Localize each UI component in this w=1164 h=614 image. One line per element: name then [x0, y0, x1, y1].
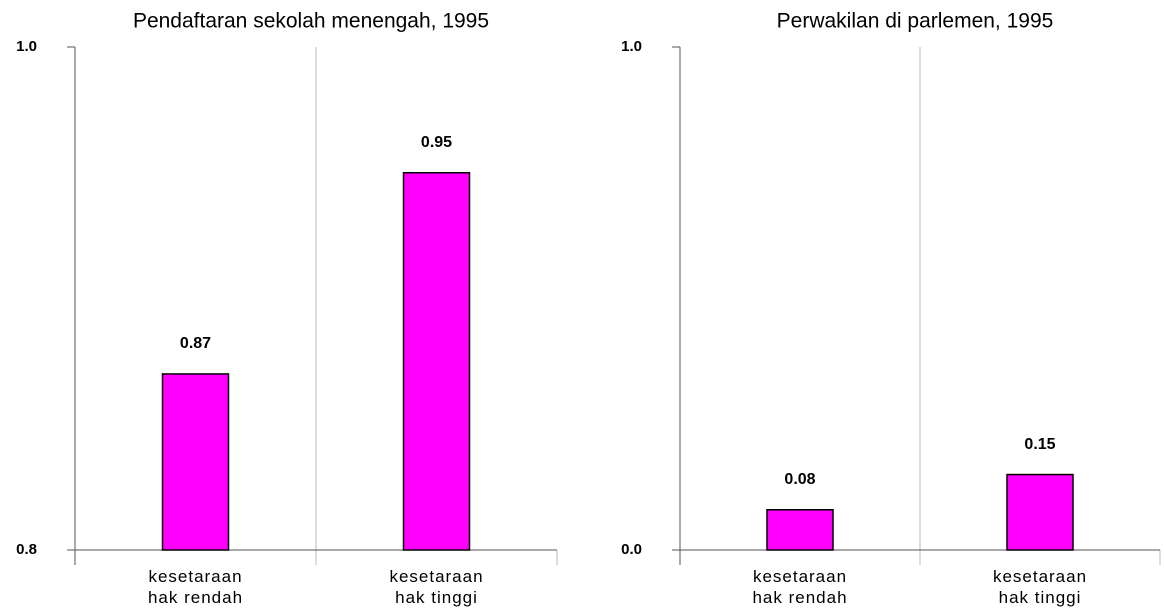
y-tick-label: 0.8	[16, 541, 37, 558]
y-tick-label: 1.0	[16, 38, 37, 55]
value-label: 0.15	[1024, 436, 1055, 453]
x-tick-label: kesetaraan hak tinggi	[992, 567, 1088, 607]
chart-title: Perwakilan di parlemen, 1995	[777, 10, 1054, 33]
x-tick-label: kesetaraan hak tinggi	[389, 567, 484, 607]
value-label: 0.87	[180, 335, 211, 352]
bar	[161, 373, 230, 551]
y-tick-label: 0.0	[621, 541, 642, 558]
bar	[1006, 473, 1074, 551]
x-tick-label: kesetaraan hak rendah	[147, 567, 244, 607]
bar	[402, 172, 471, 551]
chart-title: Pendaftaran sekolah menengah, 1995	[133, 10, 489, 33]
value-label: 0.08	[784, 471, 815, 488]
y-tick-label: 1.0	[621, 38, 642, 55]
value-label: 0.95	[421, 134, 452, 151]
x-tick-label: kesetaraan hak rendah	[752, 567, 848, 607]
bar	[766, 509, 834, 551]
